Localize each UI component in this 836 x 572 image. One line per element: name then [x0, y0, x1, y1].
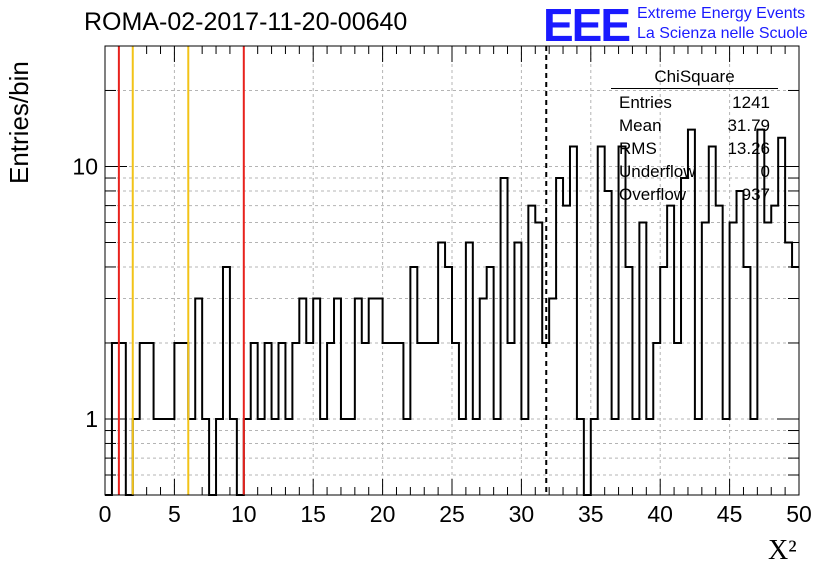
- x-tick-label: 35: [578, 501, 604, 527]
- x-tick-label: 10: [231, 501, 257, 527]
- x-tick-label: 5: [168, 501, 181, 527]
- stats-label: Underflow: [619, 162, 696, 181]
- stats-row-overflow: Overflow 937: [611, 183, 778, 206]
- stats-title: ChiSquare: [611, 67, 778, 89]
- logo-line-1: Extreme Energy Events: [637, 5, 806, 22]
- x-axis-label: X²: [768, 535, 797, 566]
- marker-lines: [117, 46, 548, 495]
- stats-row-mean: Mean 31.79: [611, 114, 778, 137]
- stats-label: Mean: [619, 116, 662, 135]
- eee-logo: EEE: [543, 0, 631, 51]
- y-axis-label-box: Entries/bin: [2, 61, 42, 184]
- stats-row-rms: RMS 13.26: [611, 137, 778, 160]
- x-tick-label: 20: [370, 501, 396, 527]
- stats-value: 1241: [732, 93, 770, 112]
- stats-value: 937: [741, 185, 770, 204]
- tick-labels: 0 5 10 15 20 25 30 35 40 45 50 1 10: [72, 153, 811, 527]
- histogram-series-line: [105, 128, 799, 496]
- run-title: ROMA-02-2017-11-20-00640: [84, 8, 408, 36]
- x-tick-label: 45: [717, 501, 743, 527]
- x-tick-label: 25: [439, 501, 465, 527]
- stats-label: RMS: [619, 139, 657, 158]
- y-axis-label: Entries/bin: [4, 61, 34, 184]
- y-tick-label: 10: [72, 153, 98, 179]
- x-tick-label: 50: [786, 501, 812, 527]
- stats-value: 31.79: [727, 116, 770, 135]
- x-tick-label: 15: [300, 501, 326, 527]
- stats-label: Entries: [619, 93, 672, 112]
- stats-value: 13.26: [727, 139, 770, 158]
- stats-row-underflow: Underflow 0: [611, 160, 778, 183]
- stats-value: 0: [760, 162, 770, 181]
- stats-row-entries: Entries 1241: [611, 91, 778, 114]
- plot-frame: [104, 45, 800, 496]
- x-tick-label: 40: [647, 501, 673, 527]
- logo-line-2: La Scienza nelle Scuole: [637, 25, 808, 42]
- y-tick-label: 1: [85, 406, 98, 432]
- x-tick-label: 0: [99, 501, 112, 527]
- stats-label: Overflow: [619, 185, 687, 204]
- stats-box: ChiSquare Entries 1241 Mean 31.79 RMS 13.26…: [611, 67, 778, 206]
- x-tick-label: 30: [509, 501, 535, 527]
